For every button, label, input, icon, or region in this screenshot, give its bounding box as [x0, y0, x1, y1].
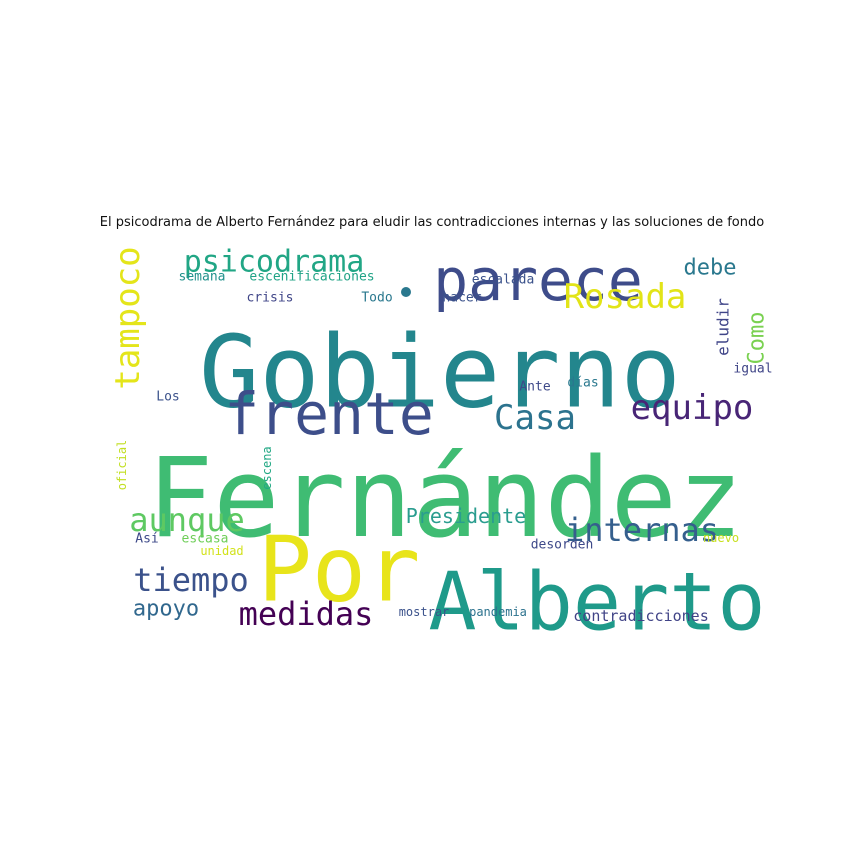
cloud-word-35: unidad [200, 544, 243, 558]
cloud-word-1: Gobierno [199, 314, 681, 431]
cloud-word-18: Como [745, 312, 770, 365]
cloud-word-2: Alberto [428, 556, 765, 649]
cloud-word-22: escenificaciones [249, 270, 374, 285]
cloud-word-27: igual [733, 362, 772, 377]
cloud-word-16: apoyo [133, 597, 199, 622]
cloud-word-12: internas [565, 511, 719, 549]
cloud-word-3: Por [258, 518, 421, 623]
cloud-word-31: oficial [115, 440, 129, 491]
cloud-word-4: parece [433, 246, 643, 314]
cloud-word-32: escena [260, 446, 274, 489]
cloud-word-37: nuevo [703, 531, 739, 545]
cloud-word-10: Casa [494, 398, 576, 438]
cloud-word-9: equipo [631, 388, 754, 428]
cloud-word-33: Así [135, 532, 158, 547]
cloud-word-7: Rosada [564, 277, 687, 317]
cloud-word-39: pandemia [469, 605, 527, 619]
cloud-word-6: psicodrama [184, 245, 365, 280]
cloud-word-36: desorden [531, 538, 594, 553]
cloud-word-34: escasa [182, 532, 229, 547]
cloud-word-28: Los [156, 390, 179, 405]
cloud-word-21: semana [179, 270, 226, 285]
cloud-word-38: mostrar [399, 605, 450, 619]
cloud-word-23: escalada [472, 273, 535, 288]
cloud-word-30: días [567, 376, 598, 391]
cloud-word-25: Todo [361, 291, 392, 306]
cloud-word-14: medidas [239, 595, 374, 633]
cloud-word-24: crisis [247, 291, 294, 306]
cloud-word-20: contradicciones [573, 607, 708, 625]
cloud-word-17: debe [684, 256, 737, 281]
cloud-word-29: Ante [519, 380, 550, 395]
cloud-word-0: Fernández [147, 434, 743, 562]
cloud-word-8: tampoco [108, 246, 148, 389]
cloud-word-26: hacer [442, 291, 481, 306]
cloud-word-5: frente [224, 380, 434, 448]
cloud-dot [401, 287, 411, 297]
cloud-word-13: tiempo [133, 561, 249, 599]
cloud-word-11: aunque [129, 501, 245, 539]
figure-title: El psicodrama de Alberto Fernández para … [99, 215, 765, 230]
cloud-word-19: eludir [714, 298, 733, 356]
cloud-word-15: Presidente [406, 504, 526, 528]
